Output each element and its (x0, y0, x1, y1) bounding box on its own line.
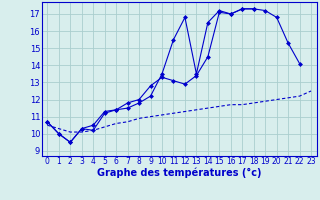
X-axis label: Graphe des températures (°c): Graphe des températures (°c) (97, 168, 261, 178)
